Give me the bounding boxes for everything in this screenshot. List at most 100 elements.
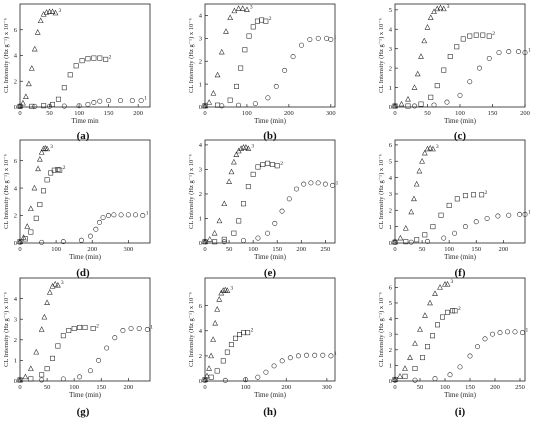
y-tick-label: 2 <box>389 65 392 72</box>
triangle-point <box>238 145 244 151</box>
y-tick-label: 0 <box>389 104 392 111</box>
circle-point <box>473 219 479 225</box>
series-1: 1 <box>392 209 531 245</box>
square-point <box>73 63 79 69</box>
square-point <box>231 230 237 236</box>
square-point <box>41 103 47 109</box>
triangle-point <box>46 8 53 14</box>
circle-point <box>330 182 336 188</box>
triangle-point <box>440 5 447 12</box>
x-tick-label: 100 <box>444 246 454 253</box>
square-point <box>91 55 97 61</box>
triangle-point <box>40 11 47 17</box>
y-tick-label: 2 <box>199 353 202 360</box>
series-1: 1 <box>392 328 529 383</box>
x-tick-label: 300 <box>322 384 332 391</box>
circle-point <box>324 35 330 41</box>
circle-point <box>294 186 299 192</box>
triangle-point <box>421 37 428 44</box>
circle-point <box>408 239 414 245</box>
x-tick-label: 150 <box>272 246 282 253</box>
triangle-point <box>412 340 418 346</box>
triangle-point <box>397 373 403 379</box>
plot-frame <box>204 277 336 382</box>
x-tick-label: 0 <box>203 384 206 391</box>
triangle-point <box>231 7 238 14</box>
triangle-point <box>211 229 218 236</box>
series-label: 2 <box>251 328 254 334</box>
x-tick-label: 0 <box>393 246 396 253</box>
y-tick-label: 6 <box>14 27 18 34</box>
x-tick-label: 0 <box>393 110 396 117</box>
square-point <box>61 85 67 91</box>
square-point <box>447 53 453 59</box>
square-point <box>103 56 109 62</box>
square-point <box>452 308 458 314</box>
circle-point <box>279 358 285 364</box>
square-point <box>214 368 220 374</box>
x-tick-label: 250 <box>515 384 525 391</box>
triangle-point <box>202 238 208 245</box>
square-point <box>79 58 85 64</box>
circle-point <box>290 54 296 60</box>
x-tick-label: 100 <box>51 246 61 253</box>
triangle-point <box>52 280 59 287</box>
circle-point <box>286 196 292 202</box>
circle-point <box>117 98 123 104</box>
x-tick-label: 0 <box>203 246 206 253</box>
square-point <box>454 196 460 202</box>
square-point <box>450 308 455 314</box>
x-tick-label: 150 <box>96 384 106 391</box>
square-point <box>97 55 103 61</box>
circle-point <box>85 101 91 107</box>
series-2: 2 <box>202 328 254 383</box>
triangle-point <box>405 95 411 102</box>
square-point <box>473 32 479 38</box>
triangle-point <box>38 149 45 155</box>
series-label: 1 <box>528 209 531 215</box>
triangle-point <box>210 90 217 96</box>
square-point <box>66 328 72 334</box>
circle-point <box>78 237 84 243</box>
series-label: 1 <box>150 325 153 331</box>
triangle-point <box>34 29 41 35</box>
square-point <box>418 101 424 107</box>
circle-point <box>295 353 301 359</box>
circle-point <box>105 213 111 219</box>
triangle-point <box>392 102 398 109</box>
circle-point <box>104 345 110 351</box>
x-tick-label: 300 <box>123 246 133 253</box>
series-3: 3 <box>202 5 253 109</box>
triangle-point <box>419 158 425 164</box>
x-axis-label: Time (min) <box>69 253 101 261</box>
triangle-point <box>233 151 240 157</box>
square-point <box>480 32 486 38</box>
circle-point <box>497 330 503 336</box>
triangle-point <box>226 178 232 184</box>
square-point <box>228 342 234 348</box>
y-tick-label: 1 <box>199 81 202 88</box>
circle-point <box>112 335 118 341</box>
square-point <box>274 163 280 169</box>
square-point <box>446 202 452 208</box>
square-point <box>254 18 260 24</box>
x-tick-label: 150 <box>471 246 481 253</box>
x-tick-label: 200 <box>123 384 133 391</box>
circle-point <box>263 369 269 375</box>
triangle-point <box>20 234 27 240</box>
panel-i: 0 50 100 150 200 250 0 1 2 3 4 5 6 Time (min) CL Inten… <box>378 277 529 399</box>
circle-point <box>517 211 523 217</box>
triangle-point <box>24 223 31 229</box>
panel-c: 0 50 100 150 200 0 1 2 3 4 5 Time (min) CL Intensity… <box>378 3 531 125</box>
circle-point <box>87 233 93 239</box>
x-axis-label: Time (min) <box>254 117 286 125</box>
y-tick-label: 4 <box>199 328 203 335</box>
square-point <box>260 162 266 167</box>
y-tick-label: 3 <box>389 191 392 198</box>
triangle-point <box>427 299 433 306</box>
circle-point <box>431 102 437 108</box>
circle-point <box>520 330 525 336</box>
circle-point <box>308 180 314 186</box>
triangle-point <box>216 296 223 302</box>
square-point <box>50 101 55 107</box>
